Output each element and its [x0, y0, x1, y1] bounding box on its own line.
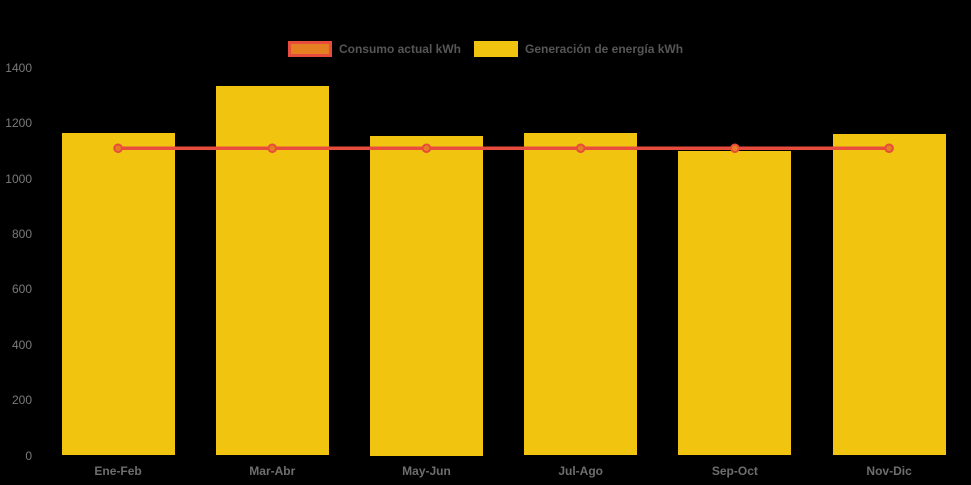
chart-legend: Consumo actual kWh Generación de energía… [0, 40, 971, 58]
x-axis-tick-label: May-Jun [402, 464, 451, 478]
generacion-legend-swatch [473, 41, 518, 57]
bar-may-jun[interactable] [370, 135, 483, 456]
consumption-point-ene-feb[interactable] [113, 143, 123, 154]
bar-ene-feb[interactable] [61, 133, 175, 456]
x-axis-tick-label: Ene-Feb [94, 464, 142, 478]
legend-item-generacion[interactable]: Generación de energía kWh [473, 41, 684, 57]
consumo-legend-label: Consumo actual kWh [338, 42, 461, 56]
x-axis-tick-label: Nov-Dic [866, 464, 912, 478]
consumption-point-nov-dic[interactable] [884, 143, 894, 154]
consumption-point-sep-oct[interactable] [730, 143, 740, 154]
consumo-legend-swatch [287, 41, 332, 57]
y-axis-tick-label: 800 [11, 227, 32, 242]
y-axis-tick-label: 400 [11, 337, 32, 352]
consumption-point-may-jun[interactable] [421, 143, 432, 154]
x-axis-tick-label: Sep-Oct [711, 464, 758, 478]
bar-jul-ago[interactable] [524, 133, 638, 456]
legend-item-consumo[interactable]: Consumo actual kWh [287, 41, 461, 57]
y-axis-tick-label: 1400 [5, 61, 32, 75]
consumption-point-jul-ago[interactable] [575, 143, 586, 154]
y-axis-tick-label: 0 [25, 448, 32, 463]
bar-nov-dic[interactable] [832, 134, 946, 456]
y-axis-tick-label: 600 [11, 282, 32, 297]
x-axis-tick-label: Mar-Abr [249, 464, 296, 478]
generacion-legend-label: Generación de energía kWh [524, 42, 684, 56]
y-axis-tick-label: 1000 [5, 171, 32, 186]
bar-sep-oct[interactable] [678, 151, 792, 456]
y-axis-tick-label: 1200 [5, 116, 32, 131]
y-axis-tick-label: 200 [11, 393, 32, 408]
bar-mar-abr[interactable] [215, 85, 329, 456]
x-axis-tick-label: Jul-Ago [558, 464, 604, 478]
consumption-point-mar-abr[interactable] [267, 143, 278, 154]
